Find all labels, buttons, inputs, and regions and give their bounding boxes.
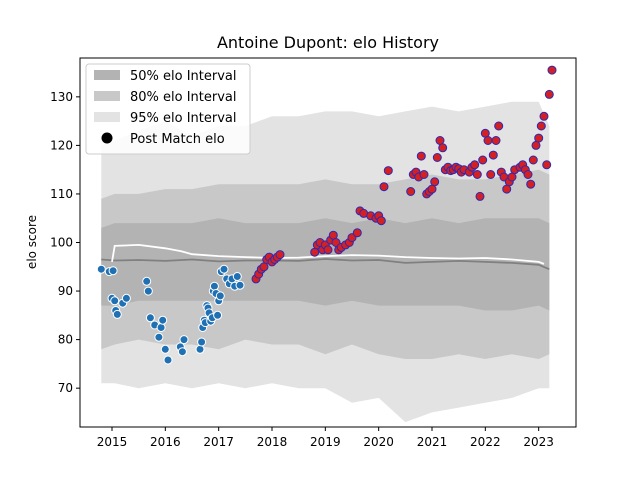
y-tick-label: 70 [58,381,73,395]
data-point [472,170,482,179]
data-point [383,166,393,176]
y-tick-label: 100 [50,236,73,250]
data-point [376,216,386,226]
legend-swatch-50 [94,70,120,80]
data-point [483,136,493,145]
data-point [219,264,229,274]
data-point [435,136,445,145]
data-point [195,344,205,354]
plot-area [79,57,577,428]
x-tick-label: 2022 [470,435,501,449]
data-point [438,143,448,153]
data-point [179,335,189,345]
data-point [121,293,131,303]
data-point [534,133,544,143]
x-tick-label: 2015 [97,435,128,449]
y-tick-label: 130 [50,90,73,104]
legend-frame [85,63,251,155]
data-point [539,111,549,121]
data-point [430,177,440,187]
legend-label-post-match: Post Match elo [130,132,225,147]
data-point [379,182,389,192]
data-point [419,170,429,179]
data-point [310,247,320,257]
legend-label-95: 95% elo Interval [130,111,237,126]
x-tick-label: 2017 [203,435,234,449]
data-point [96,264,106,274]
data-point [323,245,333,255]
data-point [507,172,517,182]
data-point [145,313,155,323]
x-tick-label: 2019 [310,435,341,449]
data-point [160,344,170,354]
data-point [215,291,225,301]
data-point [416,151,426,161]
x-tick-label: 2023 [523,435,554,449]
data-point [328,230,338,240]
data-point [352,228,362,238]
data-point [502,184,512,194]
y-axis: 70 80 90 100 110 120 130 [50,90,80,395]
legend-swatch-80 [94,91,120,101]
legend-label-80: 80% elo Interval [130,90,237,105]
data-point [142,276,152,286]
data-point [427,184,437,194]
y-tick-label: 110 [50,187,73,201]
data-point [143,286,153,296]
data-point [197,337,207,347]
data-point [486,170,496,179]
data-point [475,191,485,201]
data-point [488,150,498,160]
x-tick-label: 2020 [363,435,394,449]
series-line-1 [111,243,545,265]
data-point [163,355,173,365]
data-point [177,347,187,357]
data-point [232,272,242,281]
data-point [478,155,488,165]
data-point [491,136,501,145]
data-point [544,89,554,99]
data-point [432,153,442,162]
data-point [209,281,219,291]
data-point [275,250,285,260]
data-point [110,296,120,306]
data-point [470,160,480,170]
data-point [536,121,546,131]
data-point [108,266,118,276]
y-tick-label: 120 [50,138,73,152]
legend: 50% elo Interval 80% elo Interval 95% el… [85,63,251,155]
legend-swatch-95 [94,112,120,122]
y-tick-label: 90 [58,284,73,298]
legend-label-50: 50% elo Interval [130,69,237,84]
data-point [531,140,541,150]
chart-title: Antoine Dupont: elo History [217,33,439,52]
legend-marker-post-match [101,132,113,144]
trend-lines [101,243,550,271]
series-line-0 [101,258,550,271]
y-tick-label: 80 [58,333,73,347]
data-point [112,309,122,319]
data-point [156,323,166,332]
post-match-points [96,65,557,365]
data-point [528,155,538,165]
data-point [494,121,504,131]
data-point [259,262,269,272]
data-point [158,315,168,325]
data-point [526,179,536,189]
x-tick-label: 2021 [417,435,448,449]
data-point [154,332,164,342]
data-point [523,170,533,179]
data-point [213,310,223,320]
data-point [542,160,552,170]
data-point [406,187,416,196]
x-axis: 2015 2016 2017 2018 2019 2020 2021 2022 2023 [97,427,554,449]
y-axis-label: elo score [25,215,39,269]
x-tick-label: 2018 [257,435,288,449]
band-50 [101,218,550,311]
data-point [235,280,245,290]
x-tick-label: 2016 [150,435,181,449]
data-point [547,65,557,75]
